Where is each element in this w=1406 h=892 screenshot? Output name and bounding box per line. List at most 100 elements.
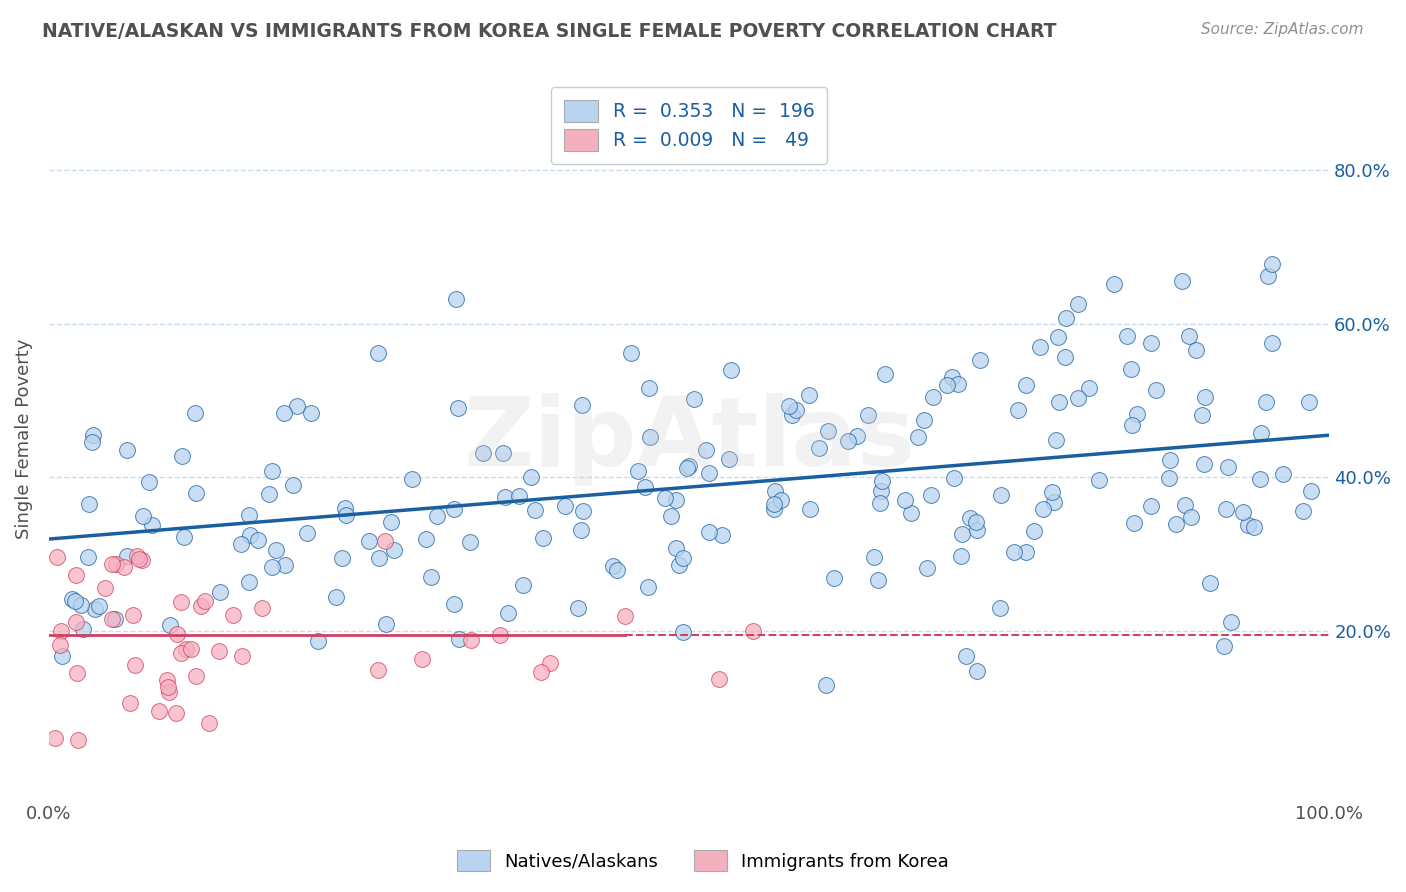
Point — [659, 509, 682, 524]
Point — [198, 715, 221, 730]
Point — [60, 591, 83, 606]
Point — [1218, 460, 1240, 475]
Point — [1254, 395, 1277, 409]
Text: ZipAtlas: ZipAtlas — [463, 392, 915, 485]
Point — [1257, 269, 1279, 284]
Point — [941, 369, 963, 384]
Point — [808, 441, 831, 455]
Point — [571, 399, 593, 413]
Point — [307, 634, 329, 648]
Point — [325, 590, 347, 604]
Point — [799, 501, 821, 516]
Point — [48, 638, 70, 652]
Point — [460, 633, 482, 648]
Point — [173, 530, 195, 544]
Point — [1292, 504, 1315, 518]
Point — [1271, 467, 1294, 482]
Point — [672, 625, 695, 640]
Point — [606, 563, 628, 577]
Point — [239, 528, 262, 542]
Point — [863, 549, 886, 564]
Point — [1232, 505, 1254, 519]
Point — [665, 541, 688, 555]
Point — [65, 615, 87, 630]
Point — [184, 406, 207, 420]
Point — [82, 428, 104, 442]
Point — [1015, 545, 1038, 559]
Point — [260, 464, 283, 478]
Point — [1067, 296, 1090, 310]
Point — [614, 609, 637, 624]
Point — [374, 533, 396, 548]
Point — [443, 501, 465, 516]
Point — [1299, 484, 1322, 499]
Point — [1054, 310, 1077, 325]
Point — [1166, 516, 1188, 531]
Point — [375, 616, 398, 631]
Point — [1077, 381, 1099, 395]
Legend: Natives/Alaskans, Immigrants from Korea: Natives/Alaskans, Immigrants from Korea — [450, 843, 956, 879]
Point — [524, 503, 547, 517]
Point — [640, 430, 662, 444]
Point — [893, 493, 915, 508]
Point — [184, 669, 207, 683]
Point — [683, 392, 706, 406]
Point — [208, 643, 231, 657]
Point — [567, 600, 589, 615]
Point — [969, 353, 991, 368]
Point — [1199, 575, 1222, 590]
Y-axis label: Single Female Poverty: Single Female Poverty — [15, 339, 32, 540]
Point — [333, 500, 356, 515]
Point — [190, 599, 212, 613]
Point — [1250, 425, 1272, 440]
Point — [458, 535, 481, 549]
Point — [472, 446, 495, 460]
Point — [156, 673, 179, 687]
Point — [717, 452, 740, 467]
Point — [335, 508, 357, 522]
Point — [332, 550, 354, 565]
Point — [1261, 336, 1284, 351]
Point — [988, 601, 1011, 615]
Point — [118, 696, 141, 710]
Point — [1184, 343, 1206, 358]
Point — [159, 618, 181, 632]
Point — [1053, 350, 1076, 364]
Point — [382, 543, 405, 558]
Point — [186, 486, 208, 500]
Point — [875, 367, 897, 381]
Point — [257, 486, 280, 500]
Point — [538, 657, 561, 671]
Point — [401, 473, 423, 487]
Point — [131, 509, 153, 524]
Point — [1174, 498, 1197, 512]
Point — [444, 292, 467, 306]
Point — [420, 570, 443, 584]
Point — [1121, 418, 1143, 433]
Point — [915, 560, 938, 574]
Legend: R =  0.353   N =  196, R =  0.009   N =   49: R = 0.353 N = 196, R = 0.009 N = 49 — [551, 87, 828, 164]
Point — [711, 527, 734, 541]
Point — [1159, 452, 1181, 467]
Point — [157, 680, 180, 694]
Point — [1298, 395, 1320, 409]
Point — [274, 558, 297, 572]
Point — [49, 624, 72, 638]
Point — [101, 557, 124, 571]
Point — [367, 550, 389, 565]
Point — [720, 363, 742, 377]
Point — [174, 641, 197, 656]
Point — [246, 533, 269, 547]
Point — [166, 626, 188, 640]
Point — [602, 559, 624, 574]
Point — [837, 434, 859, 448]
Point — [1237, 518, 1260, 533]
Point — [870, 484, 893, 499]
Point — [367, 346, 389, 360]
Point — [1215, 501, 1237, 516]
Point — [823, 571, 845, 585]
Point — [359, 533, 381, 548]
Point — [637, 580, 659, 594]
Point — [1261, 257, 1284, 271]
Point — [100, 612, 122, 626]
